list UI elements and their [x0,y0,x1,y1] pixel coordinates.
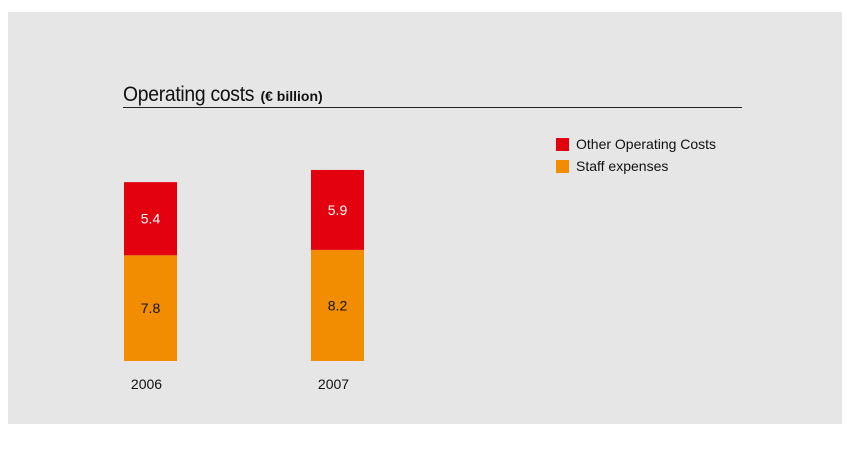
legend-item-staff: Staff expenses [556,155,716,177]
data-label-2006-other: 5.4 [141,211,161,227]
chart-title-text: Operating costs [123,83,255,106]
legend-label-staff: Staff expenses [576,158,669,174]
title-rule [123,107,742,108]
chart-title: Operating costs (€ billion) [123,74,323,106]
category-label-2006: 2006 [131,376,162,392]
chart-unit: (€ billion) [260,88,323,104]
bar-2007-staff [311,249,364,361]
bar-2006-staff [124,255,177,361]
bar-2006-other [124,182,177,256]
legend-swatch-staff [556,159,569,173]
legend-label-other: Other Operating Costs [576,136,717,152]
data-label-2006-staff: 7.8 [141,300,161,316]
legend-swatch-other [556,137,569,151]
category-label-2007: 2007 [318,376,349,392]
legend: Other Operating Costs Staff expenses [556,133,716,177]
data-label-2007-other: 5.9 [328,202,348,218]
bar-2007-other [311,169,364,250]
data-label-2007-staff: 8.2 [328,297,348,313]
legend-item-other: Other Operating Costs [556,133,716,155]
